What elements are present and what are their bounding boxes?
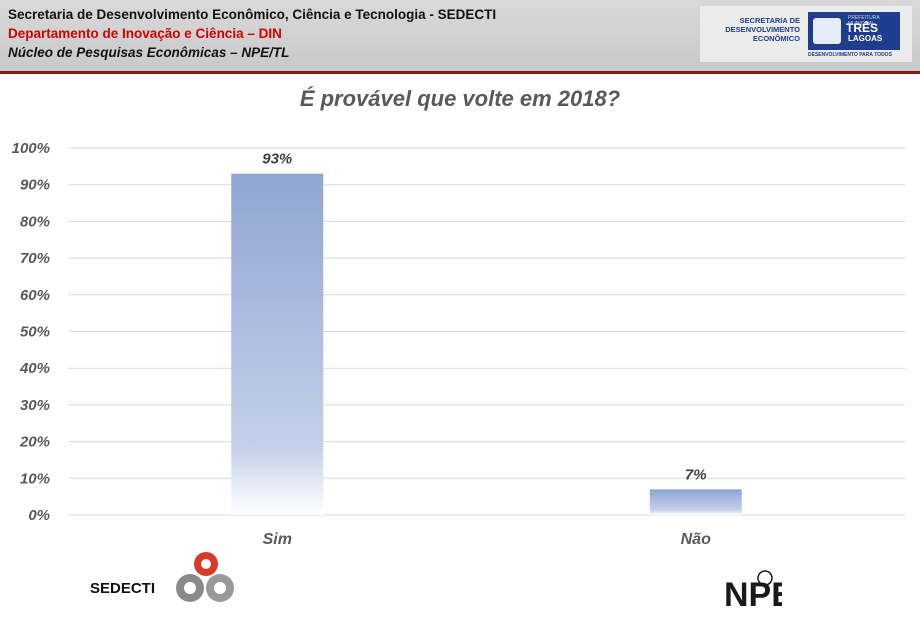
header-bar: Secretaria de Desenvolvimento Econômico,… [0,0,920,74]
x-axis-labels: Sim Não [263,531,712,548]
y-tick-label: 10% [20,470,50,487]
sedecti-footer-label: SEDECTI [90,580,156,597]
y-tick-label: 50% [20,324,50,341]
bars: 93% 7% [231,151,742,515]
y-tick-label: 70% [20,250,50,267]
y-tick-label: 100% [12,140,50,157]
y-tick-label: 30% [20,397,50,414]
npe-logo-icon: NPE [724,570,782,614]
y-tick-label: 0% [28,507,50,524]
prefeitura-label: PREFEITURA MUNICIPAL [848,15,880,27]
crest-icon [813,18,841,44]
gears-icon [176,552,234,602]
y-axis-ticks: 0% 10% 20% 30% 40% 50% 60% 70% 80% 90% 100% [12,140,50,524]
header-line-nucleo: Núcleo de Pesquisas Econômicas – NPE/TL [8,45,290,60]
bar-sim [231,173,324,515]
y-tick-label: 80% [20,213,50,230]
npe-logo-text: NPE [724,576,782,614]
bar-não [649,489,742,515]
y-tick-label: 20% [19,434,50,451]
slogan: DESENVOLVIMENTO PARA TODOS [808,52,892,58]
header-line-secretaria: Secretaria de Desenvolvimento Econômico,… [8,7,497,22]
y-tick-label: 60% [20,287,50,304]
chart-title: É provável que volte em 2018? [299,86,621,111]
sedecti-tres-lagoas-logo: SECRETARIA DE DESENVOLVIMENTO ECONÔMICO … [700,6,912,62]
data-label: 7% [685,466,707,483]
city-name-line2: LAGOAS [848,34,883,43]
secretaria-logo-text: SECRETARIA DE DESENVOLVIMENTO ECONÔMICO [725,16,800,43]
city-name-line1: TRÊS [846,21,879,35]
x-tick-label: Não [681,531,711,548]
data-label: 93% [262,151,292,168]
x-tick-label: Sim [263,531,292,548]
tres-lagoas-logo: PREFEITURA MUNICIPAL TRÊS LAGOAS [808,12,900,50]
header-line-departamento: Departamento de Inovação e Ciência – DIN [8,26,282,41]
y-tick-label: 40% [19,360,50,377]
grid-lines [68,147,905,516]
y-tick-label: 90% [20,177,50,194]
